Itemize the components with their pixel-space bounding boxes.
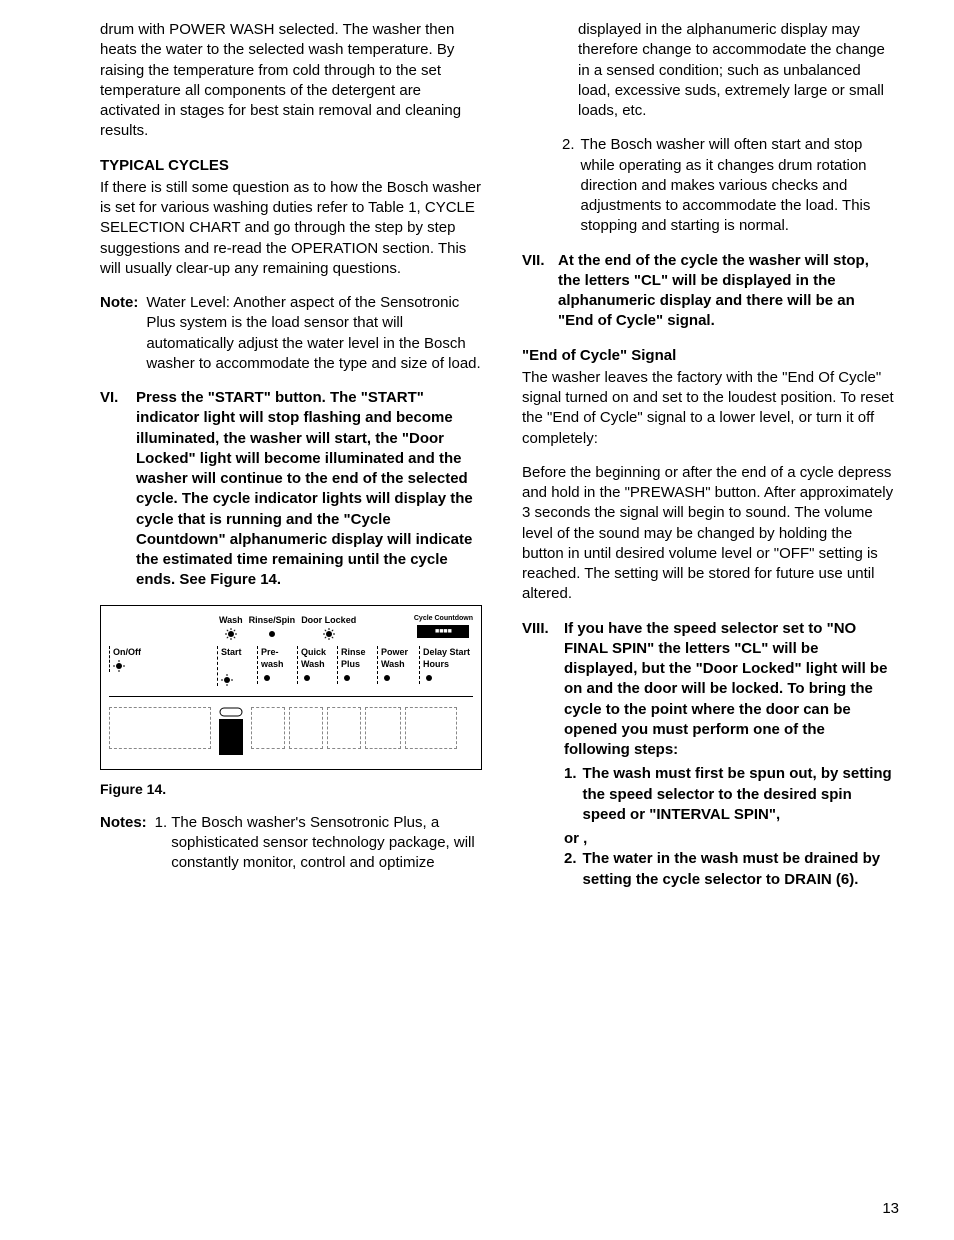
note-text: The Bosch washer's Sensotronic Plus, a s… <box>171 813 482 874</box>
indicator-wash: Wash <box>219 614 243 640</box>
right-column: displayed in the alphanumeric display ma… <box>522 20 894 894</box>
paragraph: The washer leaves the factory with the "… <box>522 368 894 449</box>
note-number: 2. <box>562 135 575 236</box>
roman-label: VIII. <box>522 619 554 761</box>
indicator-rinse-plus: Rinse Plus <box>337 646 373 684</box>
substep-text: The water in the wash must be drained by… <box>583 849 894 890</box>
dot-icon <box>266 628 278 640</box>
dot-icon <box>423 672 435 684</box>
step-text: If you have the speed selector set to "N… <box>564 619 894 761</box>
notes-label: Notes: <box>100 813 147 874</box>
or-separator: or , <box>564 829 894 849</box>
figure-bottom-row <box>109 707 473 755</box>
burst-icon <box>113 660 125 672</box>
note-number: 1. <box>155 813 168 874</box>
indicator-start: Start <box>217 646 253 686</box>
substep-number: 1. <box>564 764 577 825</box>
note-block: Note: Water Level: Another aspect of the… <box>100 293 482 374</box>
step-vii: VII. At the end of the cycle the washer … <box>522 251 894 332</box>
dot-icon <box>341 672 353 684</box>
paragraph: If there is still some question as to ho… <box>100 178 482 279</box>
substep-text: The wash must first be spun out, by sett… <box>583 764 894 825</box>
figure-14-panel: Wash Rinse/Spin Door Locked Cycle Countd… <box>100 605 482 770</box>
step-viii: VIII. If you have the speed selector set… <box>522 619 894 761</box>
step-vi: VI. Press the "START" button. The "START… <box>100 388 482 591</box>
burst-icon <box>323 628 335 640</box>
note-2: 2. The Bosch washer will often start and… <box>562 135 894 236</box>
burst-icon <box>221 674 233 686</box>
substep-2: 2. The water in the wash must be drained… <box>564 849 894 890</box>
notes-block: Notes: 1. The Bosch washer's Sensotronic… <box>100 813 482 874</box>
paragraph: Before the beginning or after the end of… <box>522 463 894 605</box>
left-column: drum with POWER WASH selected. The washe… <box>100 20 482 894</box>
indicator-onoff: On/Off <box>109 646 213 672</box>
cycle-countdown-label: Cycle Countdown <box>414 614 473 623</box>
indicator-rinse-spin: Rinse/Spin <box>249 614 296 640</box>
dot-icon <box>381 672 393 684</box>
cycle-countdown-display: ■■■■ <box>417 625 469 638</box>
indicator-quick-wash: Quick Wash <box>297 646 333 684</box>
roman-label: VI. <box>100 388 126 591</box>
figure-caption: Figure 14. <box>100 780 482 799</box>
continuation-text: displayed in the alphanumeric display ma… <box>578 20 894 121</box>
indicator-door-locked: Door Locked <box>301 614 356 640</box>
button-icon <box>219 707 243 717</box>
roman-label: VII. <box>522 251 548 332</box>
step-text: At the end of the cycle the washer will … <box>558 251 894 332</box>
indicator-power-wash: Power Wash <box>377 646 415 684</box>
heading-typical-cycles: TYPICAL CYCLES <box>100 156 482 176</box>
step-text: Press the "START" button. The "START" in… <box>136 388 482 591</box>
burst-icon <box>225 628 237 640</box>
dot-icon <box>301 672 313 684</box>
note-text: Water Level: Another aspect of the Senso… <box>146 293 482 374</box>
page-number: 13 <box>882 1200 899 1217</box>
note-label: Note: <box>100 293 138 374</box>
paragraph: drum with POWER WASH selected. The washe… <box>100 20 482 142</box>
substep-1: 1. The wash must first be spun out, by s… <box>564 764 894 825</box>
indicator-prewash: Pre-wash <box>257 646 293 684</box>
heading-end-of-cycle: "End of Cycle" Signal <box>522 346 894 366</box>
note-text: The Bosch washer will often start and st… <box>581 135 894 236</box>
dot-icon <box>261 672 273 684</box>
indicator-delay-start: Delay Start Hours <box>419 646 473 684</box>
substep-number: 2. <box>564 849 577 890</box>
